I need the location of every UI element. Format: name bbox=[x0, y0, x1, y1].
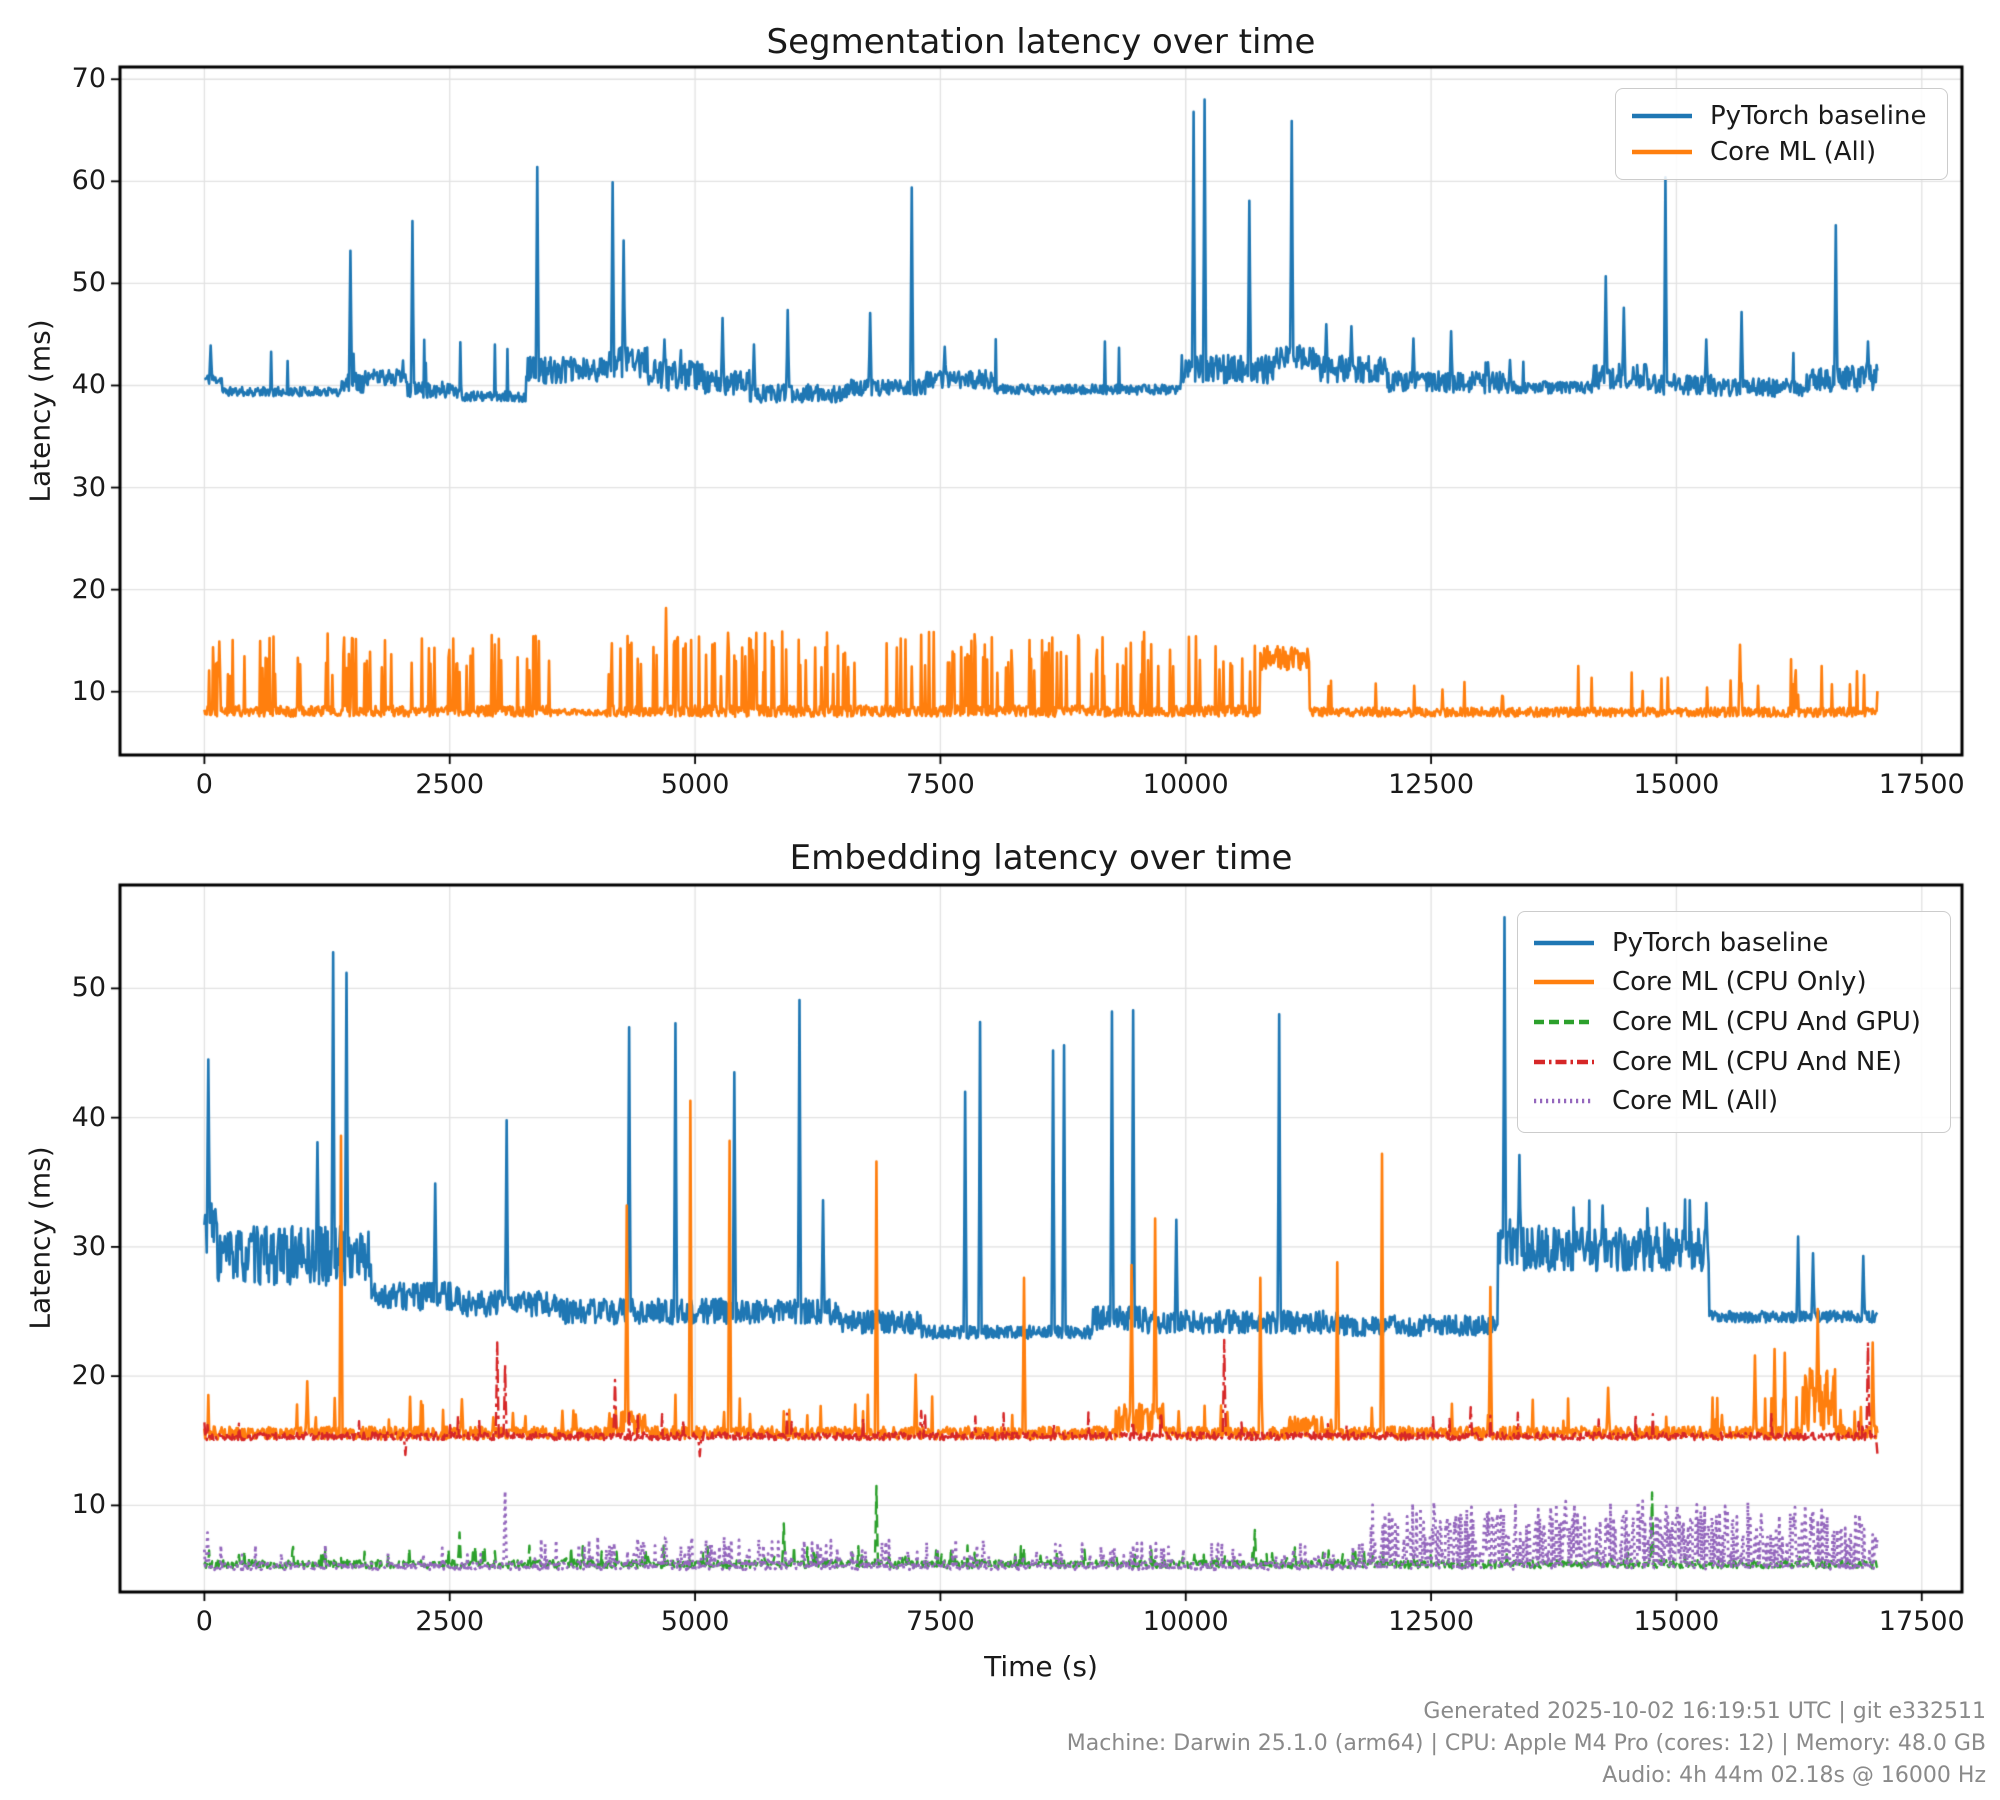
y-tick-label: 30 bbox=[71, 471, 106, 503]
legend-line-sample-icon bbox=[1534, 1059, 1594, 1064]
y-tick-label: 50 bbox=[71, 972, 106, 1004]
x-tick-label: 17500 bbox=[1878, 1606, 1965, 1637]
legend-item: PyTorch baseline bbox=[1616, 101, 1947, 131]
y-tick-label: 10 bbox=[71, 1489, 106, 1521]
x-tick-label: 10000 bbox=[1142, 769, 1229, 800]
x-tick-label: 17500 bbox=[1878, 769, 1965, 800]
x-tick-label: 5000 bbox=[660, 1606, 730, 1637]
x-tick-label: 7500 bbox=[906, 1606, 975, 1637]
legend-line-sample-icon bbox=[1534, 1019, 1594, 1025]
y-tick-label: 20 bbox=[71, 1360, 106, 1392]
x-tick-label: 0 bbox=[195, 1606, 213, 1637]
y-tick-label: 40 bbox=[71, 1101, 106, 1133]
x-tick-label: 0 bbox=[195, 769, 213, 800]
x-tick-label: 12500 bbox=[1388, 769, 1475, 800]
x-tick-label: 2500 bbox=[415, 769, 485, 800]
legend-item-label: Core ML (CPU And NE) bbox=[1612, 1046, 1902, 1077]
legend-item: Core ML (CPU And NE) bbox=[1518, 1047, 1950, 1077]
segmentation-chart-title: Segmentation latency over time bbox=[766, 22, 1316, 62]
legend-item-label: Core ML (All) bbox=[1612, 1086, 1779, 1117]
legend-item-label: PyTorch baseline bbox=[1612, 927, 1829, 958]
x-tick-label: 15000 bbox=[1633, 769, 1720, 800]
segmentation-legend: PyTorch baseline Core ML (All) bbox=[1615, 88, 1948, 180]
x-tick-label: 10000 bbox=[1142, 1606, 1229, 1637]
x-tick-label: 5000 bbox=[660, 769, 730, 800]
y-tick-label: 20 bbox=[71, 573, 106, 605]
x-tick-label: 2500 bbox=[415, 1606, 485, 1637]
y-tick-label: 70 bbox=[71, 63, 106, 95]
footer-generated-line: Generated 2025-10-02 16:19:51 UTC | git … bbox=[1423, 1699, 1986, 1724]
footer-metadata: Generated 2025-10-02 16:19:51 UTC | git … bbox=[1067, 1696, 1986, 1792]
footer-audio-line: Audio: 4h 44m 02.18s @ 16000 Hz bbox=[1602, 1763, 1986, 1788]
legend-line-sample-icon bbox=[1534, 1099, 1594, 1104]
legend-line-sample-icon bbox=[1632, 113, 1692, 119]
y-tick-label: 30 bbox=[71, 1230, 106, 1262]
legend-line-sample-icon bbox=[1632, 149, 1692, 155]
x-tick-label: 12500 bbox=[1388, 1606, 1475, 1637]
footer-machine-line: Machine: Darwin 25.1.0 (arm64) | CPU: Ap… bbox=[1066, 1731, 1986, 1756]
y-tick-label: 10 bbox=[71, 675, 106, 707]
legend-line-sample-icon bbox=[1534, 940, 1594, 945]
x-tick-label: 15000 bbox=[1633, 1606, 1720, 1637]
legend-item: Core ML (All) bbox=[1616, 137, 1947, 167]
y-tick-label: 40 bbox=[71, 369, 106, 401]
legend-item-label: Core ML (All) bbox=[1710, 137, 1877, 167]
legend-item-label: Core ML (CPU And GPU) bbox=[1612, 1006, 1921, 1037]
x-tick-label: 7500 bbox=[906, 769, 975, 800]
x-axis-label: Time (s) bbox=[984, 1650, 1098, 1683]
y-tick-label: 50 bbox=[71, 267, 106, 299]
legend-item-label: PyTorch baseline bbox=[1710, 101, 1927, 131]
legend-item-label: Core ML (CPU Only) bbox=[1612, 967, 1867, 998]
legend-item: Core ML (All) bbox=[1518, 1086, 1950, 1116]
embedding-chart-title: Embedding latency over time bbox=[789, 838, 1293, 878]
legend-item: Core ML (CPU And GPU) bbox=[1518, 1007, 1950, 1037]
legend-line-sample-icon bbox=[1534, 980, 1594, 985]
legend-item: Core ML (CPU Only) bbox=[1518, 967, 1950, 997]
legend-item: PyTorch baseline bbox=[1518, 928, 1950, 958]
embedding-legend: PyTorch baseline Core ML (CPU Only) Core M… bbox=[1517, 911, 1951, 1133]
y-tick-label: 60 bbox=[71, 165, 106, 197]
